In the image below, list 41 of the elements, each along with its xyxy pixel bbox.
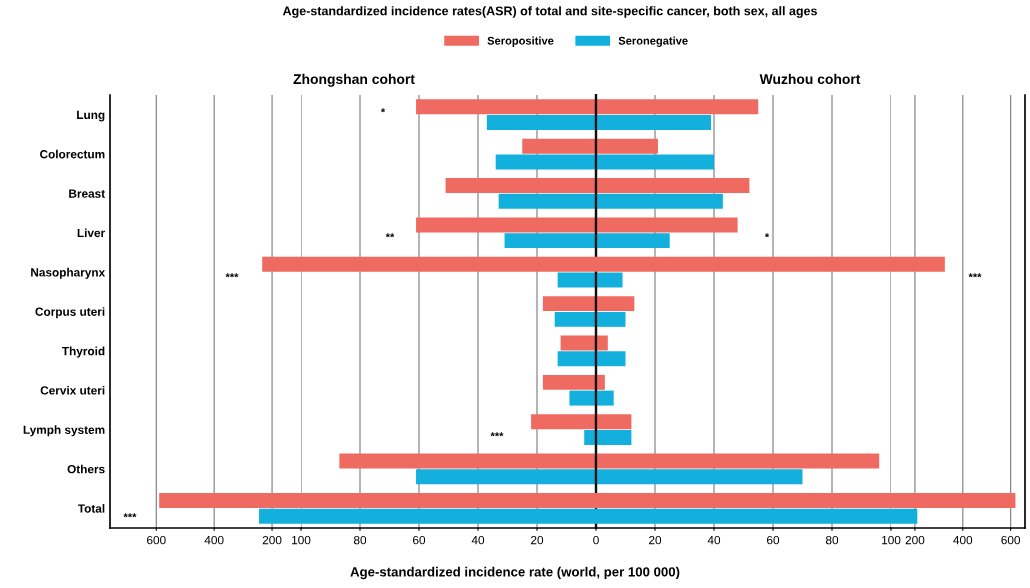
chart-title: Zhongshan cohort	[293, 73, 415, 87]
y-tick-label: Corpus uteri	[35, 307, 105, 319]
x-tick-label: 200	[905, 535, 925, 545]
x-axis-title: Age-standardized incidence rate (world, per 100 000)	[350, 566, 680, 580]
x-tick-label: 80	[825, 535, 839, 545]
x-tick-label: 600	[147, 535, 166, 545]
y-tick-label: Liver	[77, 228, 105, 238]
x-tick-label: 40	[471, 535, 485, 545]
x-tick-label: 40	[707, 535, 721, 545]
annotation: ***	[225, 273, 239, 278]
y-tick-label: Total	[77, 504, 105, 513]
legend-label: Seropositive	[487, 36, 554, 47]
x-tick-label: 100	[882, 535, 901, 545]
y-tick-label: Nasopharynx	[31, 267, 106, 279]
y-tick-label: Thyroid	[61, 346, 105, 358]
x-tick-label: 400	[953, 535, 973, 545]
y-tick-label: Breast	[69, 189, 105, 198]
annotation: *	[764, 233, 770, 238]
annotation: *	[380, 108, 386, 113]
annotation: **	[385, 233, 395, 238]
x-tick-label: 400	[204, 535, 224, 545]
annotation: ***	[123, 513, 137, 518]
y-tick-label: Lung	[77, 110, 105, 122]
x-tick-label: 60	[413, 535, 426, 545]
text: Age-standardized incidence rates(ASR) of total and site-specific cancer, both sex, all ages	[282, 6, 817, 18]
chart-title: Wuzhou cohort	[759, 73, 861, 85]
annotation: ***	[968, 273, 982, 278]
x-tick-label: 20	[649, 535, 662, 545]
x-tick-label: 60	[767, 535, 780, 545]
y-tick-label: Lymph system	[23, 425, 105, 437]
y-tick-label: Others	[67, 464, 105, 474]
y-tick-label: Colorectum	[40, 149, 105, 159]
x-tick-label: 0	[593, 535, 599, 545]
legend-label: Seronegative	[618, 36, 688, 47]
x-tick-label: 600	[1001, 535, 1021, 545]
x-tick-label: 200	[262, 535, 282, 545]
x-tick-label: 80	[353, 535, 367, 545]
x-tick-label: 100	[292, 535, 311, 545]
y-tick-label: Cervix uteri	[40, 385, 105, 395]
annotation: ***	[490, 432, 504, 437]
x-tick-label: 20	[531, 535, 544, 545]
